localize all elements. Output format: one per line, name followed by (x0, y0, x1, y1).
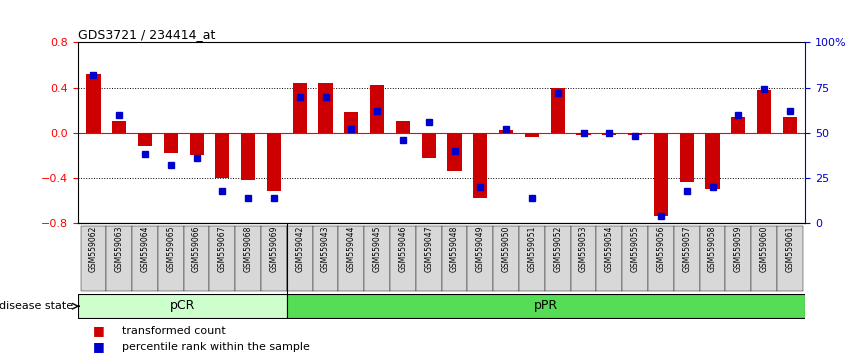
Bar (78, 294, 287, 318)
Text: ■: ■ (93, 325, 104, 337)
Bar (87, 74, 100, 133)
Text: GSM559063: GSM559063 (114, 225, 124, 272)
Text: GSM559043: GSM559043 (321, 225, 330, 272)
Bar (571, 226, 597, 291)
Bar (158, 226, 184, 291)
Text: GSM559053: GSM559053 (579, 225, 588, 272)
Bar (680, 133, 694, 182)
Bar (700, 226, 726, 291)
Text: GSM559055: GSM559055 (630, 225, 640, 272)
Bar (623, 226, 648, 291)
Text: GSM559069: GSM559069 (269, 225, 279, 272)
Text: GSM559045: GSM559045 (372, 225, 382, 272)
Text: GSM559042: GSM559042 (295, 225, 304, 272)
Bar (107, 226, 132, 291)
Bar (236, 226, 261, 291)
Bar (757, 90, 772, 133)
Bar (287, 294, 805, 318)
Text: GSM559066: GSM559066 (192, 225, 201, 272)
Text: GSM559051: GSM559051 (527, 225, 536, 272)
Bar (138, 133, 152, 146)
Bar (442, 226, 468, 291)
Bar (777, 226, 803, 291)
Bar (319, 83, 333, 133)
Bar (190, 133, 204, 155)
Text: GSM559057: GSM559057 (682, 225, 691, 272)
Text: GSM559062: GSM559062 (89, 225, 98, 272)
Bar (210, 226, 236, 291)
Bar (345, 113, 359, 133)
Text: ■: ■ (93, 341, 104, 353)
Bar (706, 133, 720, 189)
Bar (525, 133, 539, 137)
Text: pCR: pCR (170, 299, 195, 312)
Bar (390, 226, 416, 291)
Bar (112, 121, 126, 133)
Bar (241, 133, 255, 180)
Bar (519, 226, 545, 291)
Bar (287, 226, 313, 291)
Bar (313, 226, 339, 291)
Bar (468, 226, 494, 291)
Bar (751, 226, 777, 291)
Bar (416, 226, 442, 291)
Bar (628, 133, 643, 135)
Text: GSM559059: GSM559059 (734, 225, 743, 272)
Bar (267, 133, 281, 192)
Bar (339, 226, 365, 291)
Text: GSM559061: GSM559061 (785, 225, 794, 272)
Bar (783, 117, 797, 133)
Bar (602, 133, 617, 135)
Bar (132, 226, 158, 291)
Bar (545, 226, 571, 291)
Bar (654, 133, 668, 216)
Text: GSM559052: GSM559052 (553, 225, 562, 272)
Text: GSM559047: GSM559047 (424, 225, 433, 272)
Bar (370, 85, 385, 133)
Text: GSM559065: GSM559065 (166, 225, 175, 272)
Text: GSM559046: GSM559046 (398, 225, 408, 272)
Bar (674, 226, 700, 291)
Bar (577, 133, 591, 135)
Bar (216, 133, 229, 178)
Text: GSM559064: GSM559064 (140, 225, 150, 272)
Text: GDS3721 / 234414_at: GDS3721 / 234414_at (78, 28, 216, 41)
Text: GSM559067: GSM559067 (218, 225, 227, 272)
Bar (293, 83, 307, 133)
Bar (261, 226, 287, 291)
Bar (81, 226, 107, 291)
Bar (422, 133, 436, 158)
Text: transformed count: transformed count (121, 326, 225, 336)
Bar (726, 226, 751, 291)
Text: disease state: disease state (0, 301, 74, 311)
Text: GSM559048: GSM559048 (450, 225, 459, 272)
Bar (551, 88, 565, 133)
Text: GSM559044: GSM559044 (347, 225, 356, 272)
Bar (365, 226, 390, 291)
Bar (473, 133, 488, 198)
Bar (648, 226, 674, 291)
Bar (396, 121, 410, 133)
Bar (494, 226, 519, 291)
Text: percentile rank within the sample: percentile rank within the sample (121, 342, 309, 352)
Text: GSM559068: GSM559068 (243, 225, 253, 272)
Bar (164, 133, 178, 153)
Bar (184, 226, 210, 291)
Bar (499, 131, 514, 133)
Bar (731, 117, 746, 133)
Text: GSM559058: GSM559058 (708, 225, 717, 272)
Text: pPR: pPR (534, 299, 559, 312)
Text: GSM559060: GSM559060 (759, 225, 769, 272)
Text: GSM559049: GSM559049 (475, 225, 485, 272)
Bar (597, 226, 623, 291)
Bar (448, 133, 462, 171)
Text: GSM559050: GSM559050 (501, 225, 511, 272)
Text: GSM559054: GSM559054 (604, 225, 614, 272)
Text: GSM559056: GSM559056 (656, 225, 665, 272)
